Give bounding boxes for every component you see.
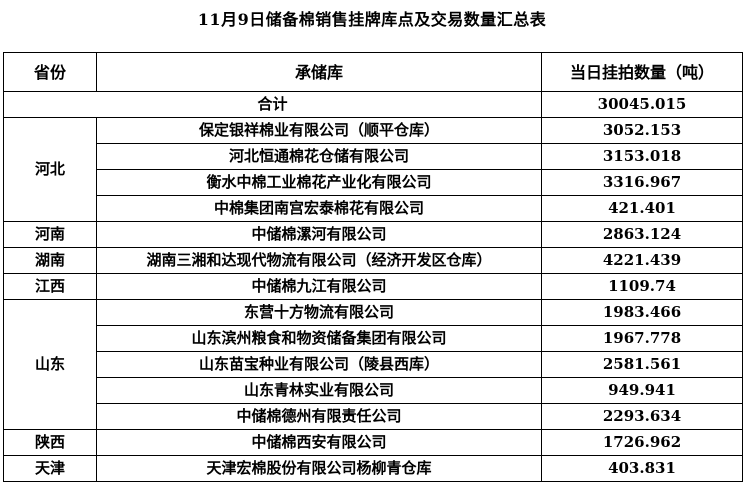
table-row: 陕西 中储棉西安有限公司 1726.962 (3, 429, 743, 456)
table-row: 湖南 湖南三湘和达现代物流有限公司（经济开发区仓库） 4221.439 (3, 247, 743, 274)
quantity-cell: 403.831 (541, 455, 743, 482)
province-cell: 天津 (3, 455, 97, 482)
table-row: 河北 保定银祥棉业有限公司（顺平仓库） 3052.153 (3, 117, 743, 222)
total-row: 合计 30045.015 (3, 91, 743, 118)
summary-table: 省份 承储库 当日挂拍数量（吨） 合计 30045.015 河北 保定银祥棉业有限… (3, 52, 743, 482)
table-row: 河南 中储棉漯河有限公司 2863.124 (3, 221, 743, 248)
header-warehouse: 承储库 (96, 52, 542, 92)
warehouse-cell: 中棉集团南宫宏泰棉花有限公司 (96, 195, 542, 222)
warehouse-cell: 山东苗宝种业有限公司（陵县西库） (96, 351, 542, 378)
table-row: 山东滨州粮食和物资储备集团有限公司 1967.778 (4, 325, 743, 352)
warehouse-cell: 河北恒通棉花仓储有限公司 (96, 143, 542, 170)
header-quantity: 当日挂拍数量（吨） (541, 52, 743, 92)
quantity-cell: 2863.124 (541, 221, 743, 248)
province-cell: 河北 (3, 117, 97, 222)
table-row: 衡水中棉工业棉花产业化有限公司 3316.967 (4, 169, 743, 196)
province-cell: 江西 (3, 273, 97, 300)
warehouse-cell: 中储棉西安有限公司 (96, 429, 542, 456)
warehouse-cell: 东营十方物流有限公司 (96, 299, 542, 326)
table-row: 天津 天津宏棉股份有限公司杨柳青仓库 403.831 (3, 455, 743, 482)
quantity-cell: 1983.466 (541, 299, 743, 326)
quantity-cell: 2581.561 (541, 351, 743, 378)
total-value: 30045.015 (541, 91, 743, 118)
warehouse-cell: 湖南三湘和达现代物流有限公司（经济开发区仓库） (96, 247, 542, 274)
quantity-cell: 2293.634 (541, 403, 743, 430)
quantity-cell: 1109.74 (541, 273, 743, 300)
table-row: 中储棉德州有限责任公司 2293.634 (4, 403, 743, 430)
table-row: 山东青林实业有限公司 949.941 (4, 377, 743, 404)
warehouse-cell: 中储棉德州有限责任公司 (96, 403, 542, 430)
header-row: 省份 承储库 当日挂拍数量（吨） (3, 52, 743, 92)
quantity-cell: 3153.018 (541, 143, 743, 170)
warehouse-cell: 天津宏棉股份有限公司杨柳青仓库 (96, 455, 542, 482)
quantity-cell: 421.401 (541, 195, 743, 222)
province-cell: 湖南 (3, 247, 97, 274)
quantity-cell: 949.941 (541, 377, 743, 404)
warehouse-cell: 中储棉漯河有限公司 (96, 221, 542, 248)
total-label: 合计 (3, 91, 542, 118)
table-row: 山东苗宝种业有限公司（陵县西库） 2581.561 (4, 351, 743, 378)
warehouse-cell: 山东青林实业有限公司 (96, 377, 542, 404)
page-title: 11月9日储备棉销售挂牌库点及交易数量汇总表 (197, 10, 547, 29)
warehouse-cell: 中储棉九江有限公司 (96, 273, 542, 300)
table-row: 河北恒通棉花仓储有限公司 3153.018 (4, 143, 743, 170)
warehouse-cell: 山东滨州粮食和物资储备集团有限公司 (96, 325, 542, 352)
quantity-cell: 1967.778 (541, 325, 743, 352)
quantity-cell: 1726.962 (541, 429, 743, 456)
warehouse-cell: 衡水中棉工业棉花产业化有限公司 (96, 169, 542, 196)
province-cell: 陕西 (3, 429, 97, 456)
warehouse-cell: 保定银祥棉业有限公司（顺平仓库） (96, 117, 542, 144)
province-cell: 山东 (3, 299, 97, 430)
table-row: 山东 东营十方物流有限公司 1983.466 (3, 299, 743, 430)
quantity-cell: 3316.967 (541, 169, 743, 196)
table-row: 江西 中储棉九江有限公司 1109.74 (3, 273, 743, 300)
province-cell: 河南 (3, 221, 97, 248)
quantity-cell: 4221.439 (541, 247, 743, 274)
header-province: 省份 (3, 52, 97, 92)
quantity-cell: 3052.153 (541, 117, 743, 144)
table-row: 中棉集团南宫宏泰棉花有限公司 421.401 (4, 195, 743, 222)
